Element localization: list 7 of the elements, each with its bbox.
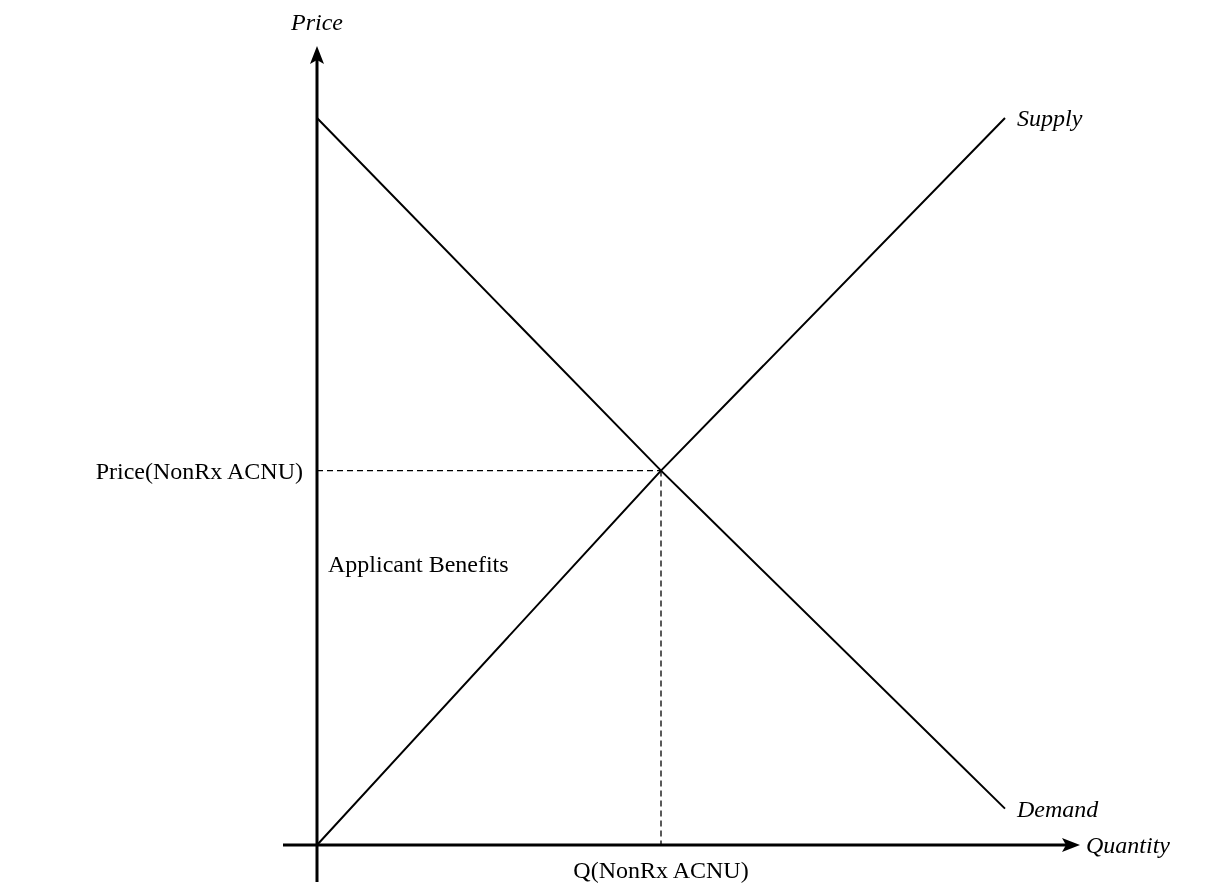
- y-axis-title: Price: [290, 9, 344, 35]
- annotation: Applicant Benefits: [328, 551, 509, 577]
- text: Q(NonRx ACNU): [573, 857, 749, 883]
- series-label: Demand: [1016, 795, 1100, 822]
- series-label: Supply: [1017, 105, 1083, 131]
- x-axis-title: Quantity: [1086, 832, 1171, 858]
- ref-line-label: Price(NonRx ACNU): [95, 457, 303, 484]
